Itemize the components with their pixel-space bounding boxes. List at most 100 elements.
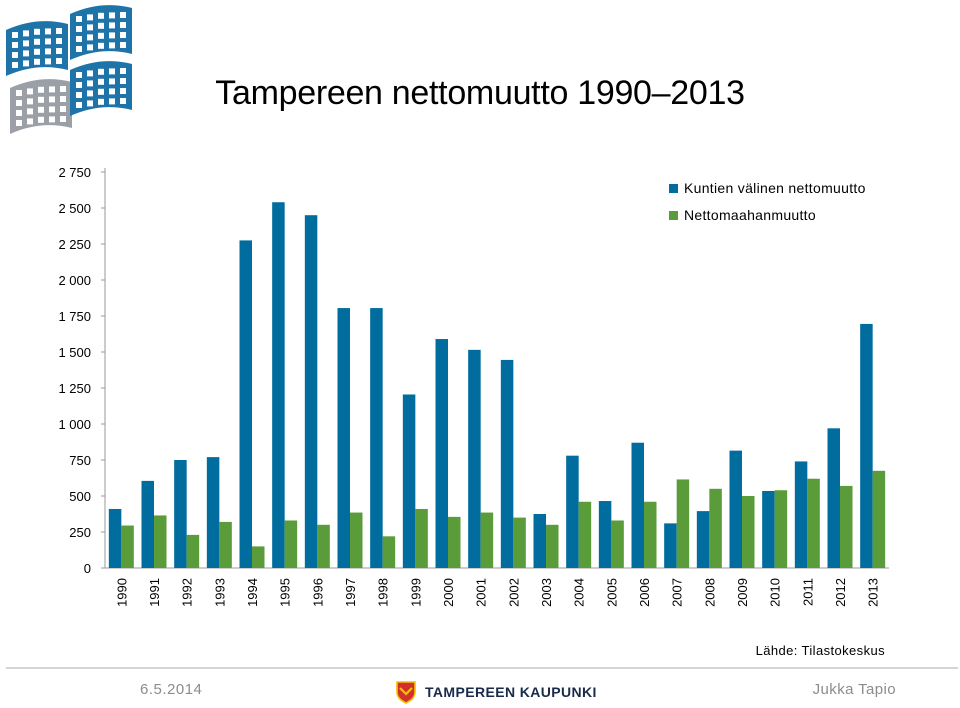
x-tick-label: 1996 xyxy=(310,578,325,607)
bar-kuntien-valinen xyxy=(762,490,775,568)
footer-author: Jukka Tapio xyxy=(812,681,896,698)
bar-nettomaahanmuutto xyxy=(611,520,624,568)
bar-kuntien-valinen xyxy=(206,457,220,568)
bar-kuntien-valinen xyxy=(827,428,840,568)
bar-nettomaahanmuutto xyxy=(186,534,200,568)
y-tick-label: 2 500 xyxy=(58,201,91,216)
bar-nettomaahanmuutto xyxy=(121,525,134,568)
x-tick-label: 1997 xyxy=(343,578,358,607)
bar-nettomaahanmuutto xyxy=(742,496,755,568)
x-axis: 1990 1991 1992 1993 1994 1995 1996 1997 1998 1999… xyxy=(105,567,889,607)
y-tick-label: 1 250 xyxy=(58,381,91,396)
bar-kuntien-valinen xyxy=(696,511,710,568)
bar-kuntien-valinen xyxy=(729,450,742,568)
bar-kuntien-valinen xyxy=(631,442,644,568)
bar-kuntien-valinen xyxy=(402,394,416,568)
x-tick-label: 2010 xyxy=(768,578,783,607)
bar-nettomaahanmuutto xyxy=(415,508,428,568)
bars xyxy=(108,202,886,569)
bar-kuntien-valinen xyxy=(566,455,579,568)
city-crest-icon xyxy=(396,681,416,704)
y-tick-label: 1 500 xyxy=(58,345,91,360)
bar-nettomaahanmuutto xyxy=(546,524,559,568)
source-note: Lähde: Tilastokeskus xyxy=(755,643,885,658)
y-tick-label: 1 000 xyxy=(58,417,91,432)
x-tick-label: 1992 xyxy=(180,578,195,607)
footer-brand-text: TAMPEREEN KAUPUNKI xyxy=(425,684,597,700)
y-tick-label: 500 xyxy=(69,489,91,504)
bar-nettomaahanmuutto xyxy=(219,521,232,568)
legend-swatch xyxy=(669,211,678,220)
bar-kuntien-valinen xyxy=(272,202,285,569)
bar-nettomaahanmuutto xyxy=(513,517,526,568)
bar-nettomaahanmuutto xyxy=(644,501,657,568)
x-tick-label: 2004 xyxy=(572,578,587,607)
bar-kuntien-valinen xyxy=(533,514,546,568)
x-tick-label: 1990 xyxy=(114,578,129,607)
x-tick-label: 2008 xyxy=(702,578,717,607)
x-tick-label: 1994 xyxy=(245,578,260,607)
y-tick-label: 250 xyxy=(69,525,91,540)
x-tick-label: 2005 xyxy=(604,578,619,607)
bar-kuntien-valinen xyxy=(435,339,448,568)
x-tick-label: 2001 xyxy=(474,578,489,607)
x-tick-label: 2009 xyxy=(735,578,750,607)
x-tick-label: 2003 xyxy=(539,578,554,607)
bar-kuntien-valinen xyxy=(500,359,514,568)
x-tick-label: 2012 xyxy=(833,578,848,607)
bar-nettomaahanmuutto xyxy=(676,479,690,568)
x-tick-label: 2002 xyxy=(506,578,521,607)
bar-nettomaahanmuutto xyxy=(840,485,853,568)
bar-kuntien-valinen xyxy=(468,349,481,568)
legend: Kuntien välinen nettomuutto Nettomaahanmu… xyxy=(662,180,874,232)
city-logo-icon xyxy=(6,5,132,134)
bar-nettomaahanmuutto xyxy=(578,501,592,568)
bar-nettomaahanmuutto xyxy=(872,470,886,568)
x-tick-label: 2006 xyxy=(637,578,652,607)
x-tick-label: 2000 xyxy=(441,578,456,607)
x-tick-label: 1993 xyxy=(212,578,227,607)
y-axis: 0 250 500 750 1 000 1 250 1 500 1 750 2 000 2 250… xyxy=(58,165,106,576)
bar-kuntien-valinen xyxy=(664,523,677,568)
x-tick-label: 2013 xyxy=(866,578,881,607)
y-tick-label: 750 xyxy=(69,453,91,468)
bar-nettomaahanmuutto xyxy=(807,478,820,568)
bar-kuntien-valinen xyxy=(860,323,873,568)
y-tick-label: 1 750 xyxy=(58,309,91,324)
bar-nettomaahanmuutto xyxy=(154,515,167,568)
legend-label: Kuntien välinen nettomuutto xyxy=(684,180,866,196)
legend-box xyxy=(662,180,874,232)
bar-nettomaahanmuutto xyxy=(317,524,330,568)
x-tick-label: 1995 xyxy=(278,578,293,607)
x-tick-label: 2007 xyxy=(670,578,685,607)
x-tick-label: 2011 xyxy=(800,578,815,606)
bar-kuntien-valinen xyxy=(794,461,808,568)
page-title: Tampereen nettomuutto 1990–2013 xyxy=(215,74,745,112)
bar-kuntien-valinen xyxy=(304,215,318,568)
y-tick-label: 2 250 xyxy=(58,237,91,252)
bar-nettomaahanmuutto xyxy=(382,536,396,568)
bar-kuntien-valinen xyxy=(141,480,154,568)
x-tick-label: 1999 xyxy=(408,578,423,607)
legend-label: Nettomaahanmuutto xyxy=(684,207,816,223)
bar-kuntien-valinen xyxy=(108,508,122,568)
bar-nettomaahanmuutto xyxy=(284,520,298,568)
y-tick-label: 0 xyxy=(84,561,91,576)
bar-kuntien-valinen xyxy=(337,308,350,568)
bar-nettomaahanmuutto xyxy=(252,546,265,568)
bar-kuntien-valinen xyxy=(370,308,383,568)
bar-nettomaahanmuutto xyxy=(774,490,788,568)
x-tick-label: 1991 xyxy=(147,578,162,607)
legend-swatch xyxy=(669,184,678,193)
bar-kuntien-valinen xyxy=(239,240,252,568)
y-tick-label: 2 000 xyxy=(58,273,91,288)
bar-kuntien-valinen xyxy=(174,460,187,568)
x-tick-label: 1998 xyxy=(376,578,391,607)
bar-nettomaahanmuutto xyxy=(480,512,494,568)
bar-nettomaahanmuutto xyxy=(709,488,722,568)
footer-date: 6.5.2014 xyxy=(140,681,203,698)
bar-nettomaahanmuutto xyxy=(448,516,461,568)
footer-brand: TAMPEREEN KAUPUNKI xyxy=(395,680,597,704)
bar-kuntien-valinen xyxy=(598,501,612,568)
bar-nettomaahanmuutto xyxy=(350,512,363,568)
